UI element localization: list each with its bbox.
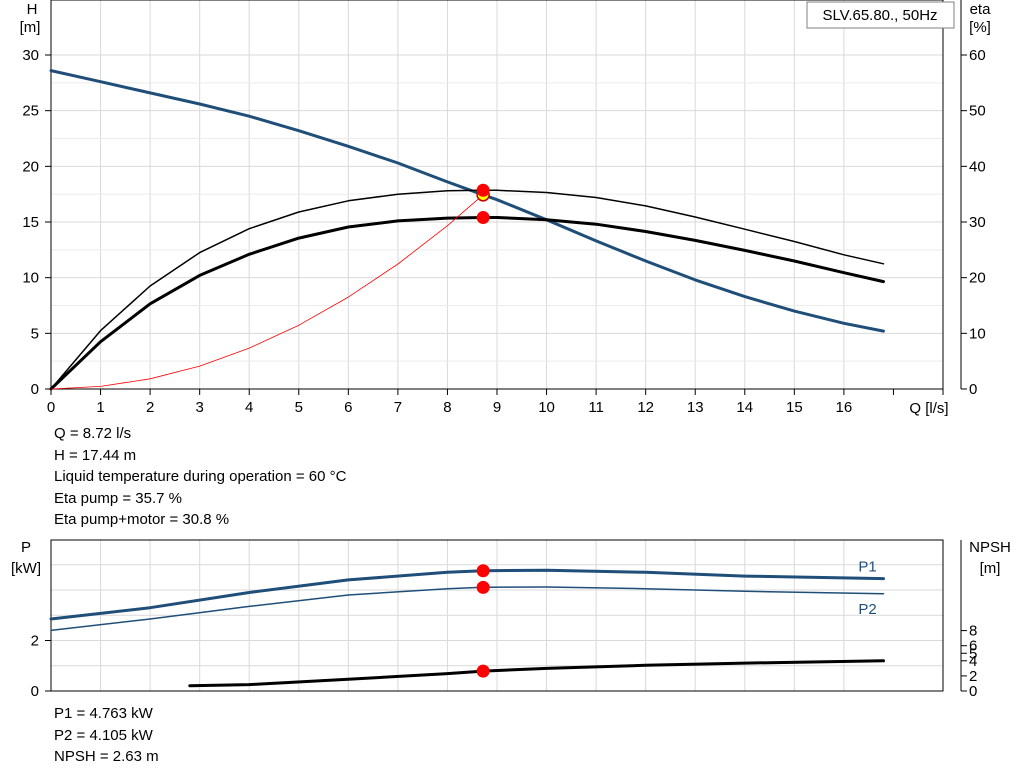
y-tick-label-left-lower: 2 — [31, 633, 39, 650]
duty-point-marker-lower — [476, 664, 490, 678]
y-tick-label-left: 20 — [22, 158, 39, 175]
duty-point-marker-lower — [476, 580, 490, 594]
x-tick-label: 0 — [47, 399, 55, 416]
y-axis-label-left-lower: P — [21, 539, 31, 556]
x-axis-label: Q [l/s] — [909, 400, 948, 417]
series-system-curve — [50, 194, 484, 390]
y-tick-label-left: 25 — [22, 103, 39, 120]
x-tick-label: 1 — [96, 399, 104, 416]
y-tick-label-right-lower: 8 — [969, 623, 977, 640]
series-label-p2: P2 — [858, 601, 876, 618]
y-axis-label-left-unit: [m] — [20, 19, 41, 36]
y-tick-label-left: 15 — [22, 214, 39, 231]
info-p1: P1 = 4.763 kW — [54, 705, 153, 722]
info-eta-pump: Eta pump = 35.7 % — [54, 489, 182, 507]
y-axis-label-right-lower: NPSH — [969, 539, 1011, 556]
y-tick-label-right-lower: 2 — [969, 668, 977, 685]
y-tick-label-left: 10 — [22, 270, 39, 287]
x-tick-label: 12 — [637, 399, 654, 416]
x-tick-label: 11 — [588, 399, 604, 416]
duty-point-marker — [476, 211, 490, 225]
y-tick-label-left-lower: 0 — [31, 683, 39, 700]
info-p2: P2 = 4.105 kW — [54, 726, 153, 744]
x-tick-label: 14 — [736, 399, 753, 416]
y-axis-label-left: H — [27, 1, 38, 18]
x-tick-label: 16 — [836, 399, 853, 416]
y-axis-label-right: eta — [970, 1, 992, 18]
y-tick-label-left: 5 — [31, 325, 39, 342]
x-tick-label: 13 — [687, 399, 704, 416]
y-tick-label-right: 20 — [969, 270, 986, 287]
duty-point-marker-lower — [476, 564, 490, 578]
series-p1 — [49, 568, 885, 621]
y-tick-label-right: 30 — [969, 214, 986, 231]
y-tick-label-right: 10 — [969, 325, 986, 342]
x-tick-label: 8 — [443, 399, 451, 416]
x-tick-label: 6 — [344, 399, 352, 416]
info-head: H = 17.44 m — [54, 446, 137, 464]
y-tick-label-right-lower: 4 — [969, 653, 977, 670]
series-eta-pump-motor — [49, 216, 885, 391]
series-head — [49, 69, 885, 333]
series-npsh — [188, 659, 885, 688]
series-label-p1: P1 — [858, 559, 876, 576]
y-axis-label-left-unit-lower: [kW] — [11, 560, 41, 577]
series-p2 — [50, 586, 885, 632]
plot-frame-lower — [50, 539, 944, 692]
x-tick-label: 9 — [493, 399, 501, 416]
x-tick-label: 7 — [394, 399, 402, 416]
y-tick-label-left: 0 — [31, 381, 39, 398]
x-tick-label: 3 — [195, 399, 203, 416]
y-axis-label-right-unit-lower: [m] — [980, 560, 1001, 577]
y-tick-label-right-lower: 0 — [969, 683, 977, 700]
info-eta-pump-motor: Eta pump+motor = 30.8 % — [54, 511, 230, 528]
y-tick-label-right: 50 — [969, 103, 986, 120]
chart-title: SLV.65.80., 50Hz — [822, 7, 937, 24]
y-tick-label-right: 60 — [969, 47, 986, 64]
y-tick-label-right-lower: 5 — [969, 645, 977, 662]
x-tick-label: 4 — [245, 399, 253, 416]
x-tick-label: 2 — [146, 399, 154, 416]
duty-point-info: Q = 8.72 l/s H = 17.44 m Liquid temperat… — [54, 423, 346, 531]
y-axis-label-right-unit: [%] — [969, 19, 991, 36]
duty-point-marker — [476, 183, 490, 197]
y-tick-label-right: 40 — [969, 158, 986, 175]
x-tick-label: 5 — [295, 399, 303, 416]
y-tick-label-right: 0 — [969, 381, 977, 398]
y-tick-label-right-lower: 6 — [969, 638, 977, 655]
x-tick-label: 15 — [786, 399, 803, 416]
legend-box — [806, 1, 955, 29]
power-info: P1 = 4.763 kW P2 = 4.105 kW NPSH = 2.63 … — [54, 703, 159, 768]
x-tick-label: 10 — [538, 399, 555, 416]
y-tick-label-left: 30 — [22, 47, 39, 64]
info-liquid-temperature: Liquid temperature during operation = 60… — [54, 468, 347, 485]
info-npsh: NPSH = 2.63 m — [54, 748, 159, 765]
plot-frame — [50, 0, 944, 390]
info-flow: Q = 8.72 l/s — [54, 425, 132, 442]
